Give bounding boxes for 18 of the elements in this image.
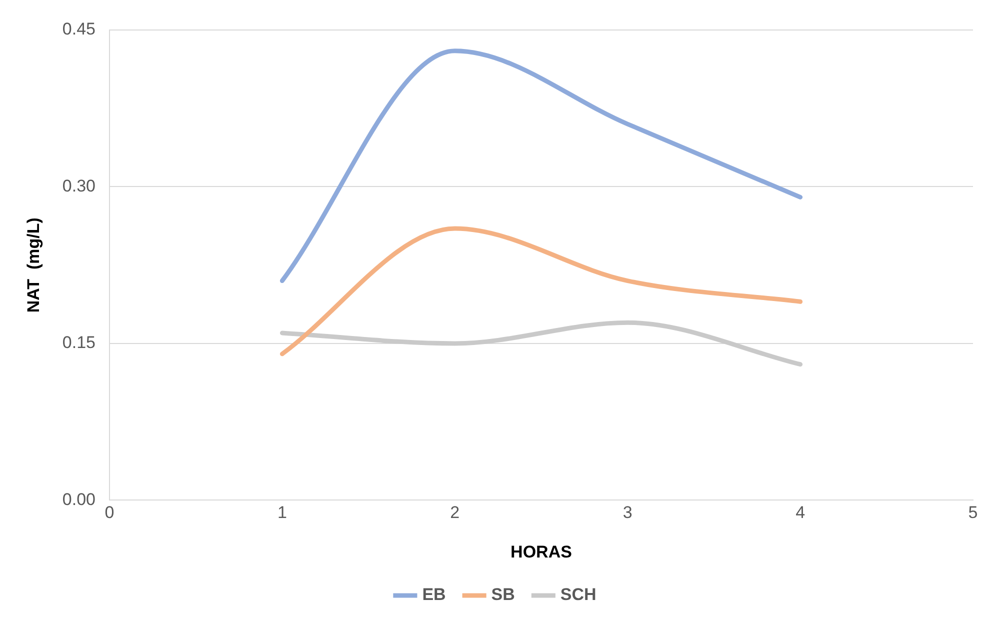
y-tick-label: 0.30 xyxy=(62,176,96,196)
line-series xyxy=(280,320,803,367)
x-tick-label: 2 xyxy=(450,503,460,522)
y-tick-label: 0.15 xyxy=(62,333,96,352)
x-tick-label: 4 xyxy=(796,503,806,522)
x-tick-label: 0 xyxy=(104,503,114,522)
legend-label: SB xyxy=(491,585,515,604)
legend-label: SCH xyxy=(560,585,596,604)
x-tick-label: 3 xyxy=(622,503,632,522)
y-axis-title: NAT (mg/L) xyxy=(24,218,43,313)
y-tick-label: 0.00 xyxy=(62,490,96,509)
line-series xyxy=(280,48,803,284)
x-tick-label: 1 xyxy=(277,503,287,522)
legend-label: EB xyxy=(422,585,446,604)
x-tick-label: 5 xyxy=(968,503,978,522)
y-tick-label: 0.45 xyxy=(62,20,96,39)
x-axis-title: HORAS xyxy=(510,542,572,562)
line-series xyxy=(280,226,803,356)
